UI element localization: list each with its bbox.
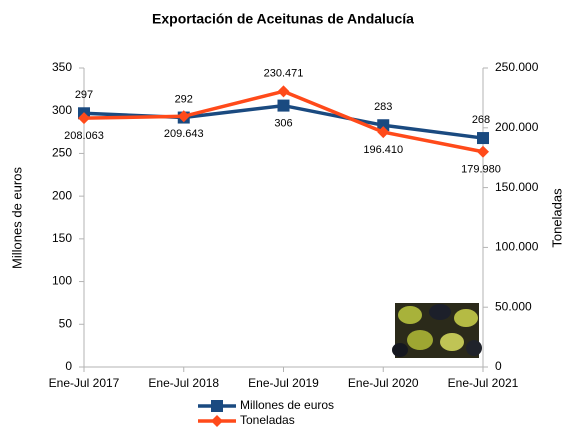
y2-axis-label: Toneladas (549, 188, 564, 248)
y2-tick-label: 100.000 (495, 240, 539, 254)
data-label: 297 (75, 89, 93, 101)
y-tick-label: 250 (52, 146, 72, 160)
y2-tick-label: 150.000 (495, 180, 539, 194)
data-label: 283 (374, 101, 392, 113)
x-tick-label: Ene-Jul 2019 (248, 376, 319, 390)
marker (477, 145, 489, 158)
data-label: 268 (472, 114, 490, 126)
y-tick-label: 300 (52, 103, 72, 117)
y2-tick-label: 200.000 (495, 120, 539, 134)
x-tick-label: Ene-Jul 2018 (148, 376, 219, 390)
data-label: 208.063 (64, 130, 104, 142)
marker (177, 110, 190, 123)
x-tick-label: Ene-Jul 2017 (49, 376, 120, 390)
marker (277, 85, 290, 98)
y-tick-label: 150 (52, 231, 72, 245)
y2-tick-label: 0 (495, 359, 502, 373)
x-tick-label: Ene-Jul 2021 (448, 376, 519, 390)
y-tick-label: 0 (65, 359, 72, 373)
data-label: 179.980 (461, 164, 501, 176)
y-axis-label: Millones de euros (9, 167, 24, 269)
chart-title: Exportación de Aceitunas de Andalucía (152, 11, 414, 27)
marker (377, 126, 390, 139)
marker (277, 99, 290, 112)
x-tick-label: Ene-Jul 2020 (348, 376, 419, 390)
olive-image (392, 303, 482, 358)
legend-marker (211, 400, 223, 412)
data-label: 209.643 (164, 128, 204, 140)
y2-tick-label: 50.000 (495, 299, 532, 313)
y-tick-label: 200 (52, 188, 72, 202)
legend-marker (211, 415, 223, 427)
data-label: 292 (175, 93, 193, 105)
marker (377, 119, 390, 132)
y-tick-label: 350 (52, 60, 72, 74)
data-label: 230.471 (264, 67, 304, 79)
data-label: 196.410 (363, 144, 403, 156)
legend-label: Millones de euros (240, 398, 334, 412)
y2-tick-label: 250.000 (495, 60, 539, 74)
y-tick-label: 50 (59, 316, 73, 330)
data-label: 306 (274, 117, 292, 129)
marker (477, 132, 489, 145)
legend-label: Toneladas (240, 413, 295, 427)
y-tick-label: 100 (52, 274, 72, 288)
marker (78, 112, 90, 125)
